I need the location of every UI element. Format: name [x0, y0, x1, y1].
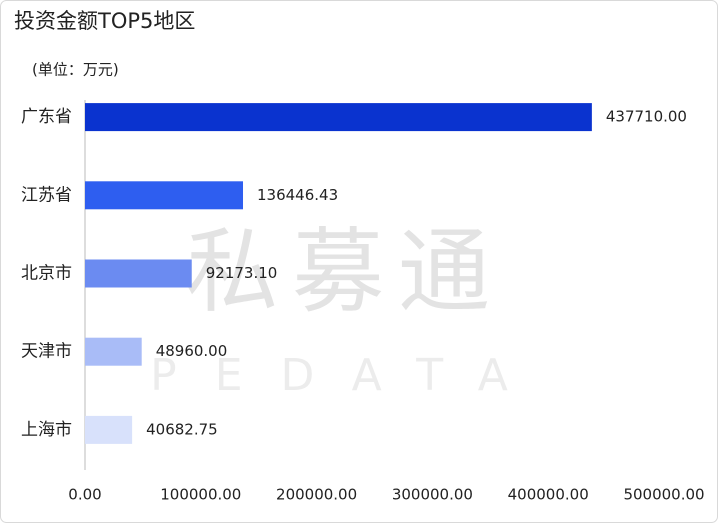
- value-label: 136446.43: [257, 186, 338, 204]
- x-tick-label: 300000.00: [392, 486, 473, 504]
- y-tick-label: 上海市: [21, 420, 72, 440]
- bar: [85, 103, 592, 132]
- y-tick-label: 天津市: [21, 342, 72, 362]
- bar: [85, 415, 133, 444]
- x-tick-label: 200000.00: [276, 486, 357, 504]
- bar: [85, 181, 244, 210]
- y-tick-label: 江苏省: [21, 185, 72, 205]
- x-tick-label: 100000.00: [160, 486, 241, 504]
- x-tick-label: 500000.00: [623, 486, 704, 504]
- value-label: 92173.10: [206, 264, 278, 282]
- watermark: 私募通: [186, 218, 504, 325]
- x-tick-label: 400000.00: [508, 486, 589, 504]
- chart-title: 投资金额TOP5地区: [14, 9, 195, 33]
- value-label: 437710.00: [606, 108, 687, 126]
- chart-subtitle: (单位：万元): [32, 61, 119, 79]
- x-tick-label: 0.00: [68, 486, 101, 504]
- bar: [85, 259, 192, 288]
- y-tick-label: 广东省: [21, 107, 72, 127]
- y-tick-label: 北京市: [21, 264, 72, 284]
- value-label: 48960.00: [156, 342, 228, 360]
- bar: [85, 337, 142, 366]
- value-label: 40682.75: [146, 420, 218, 438]
- watermark-sub: PEDATA: [150, 350, 546, 401]
